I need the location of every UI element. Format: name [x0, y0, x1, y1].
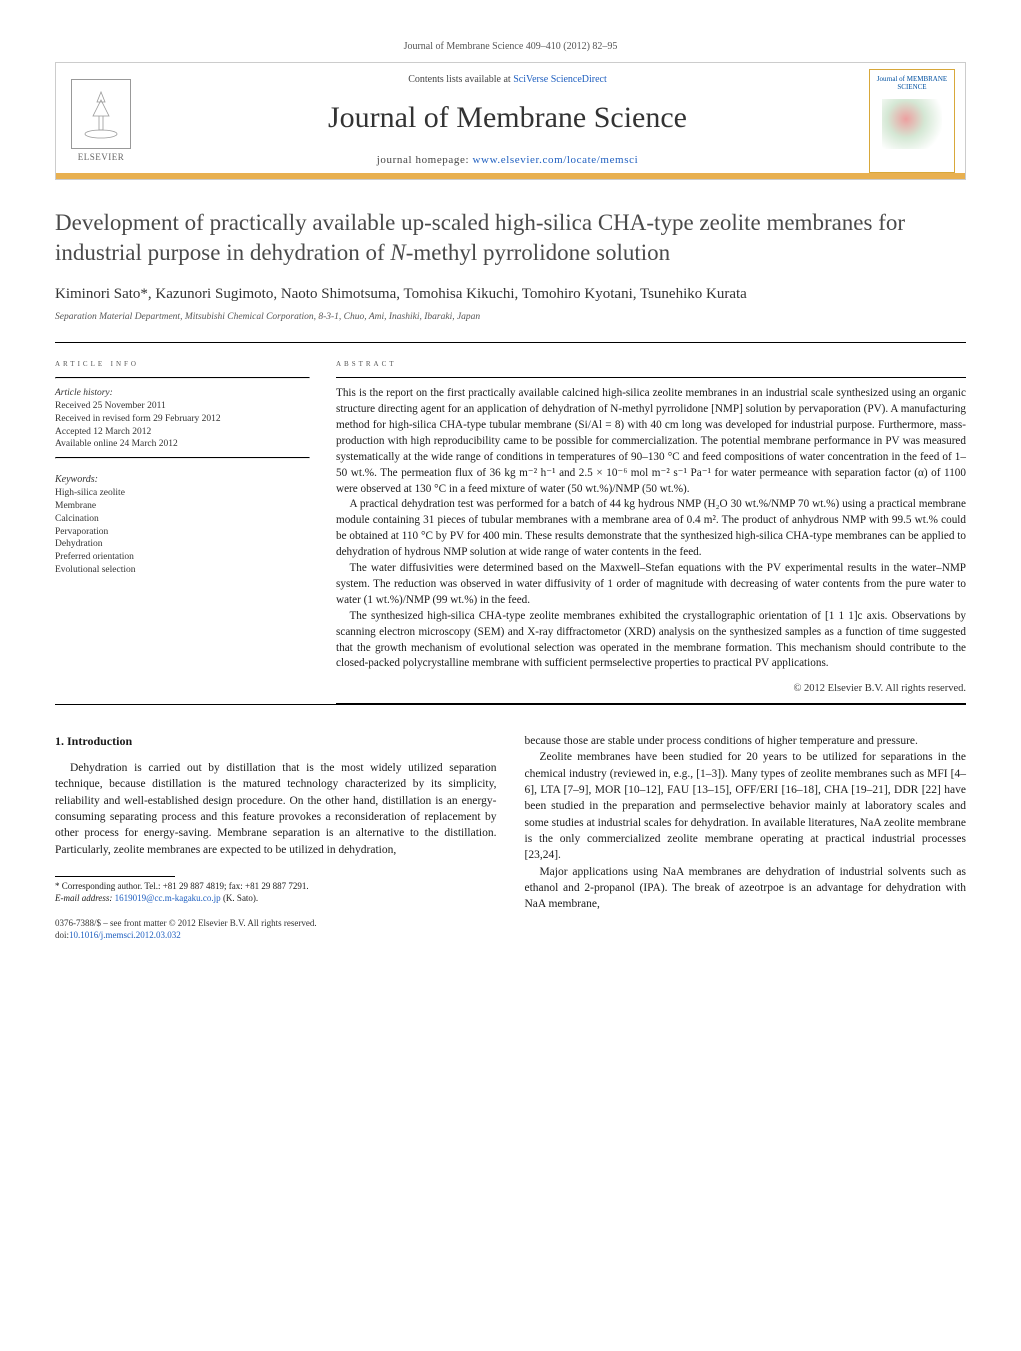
header-accent-bar — [56, 173, 965, 179]
homepage-link[interactable]: www.elsevier.com/locate/memsci — [472, 154, 638, 166]
footnote-rule — [55, 876, 175, 877]
keyword-item: Membrane — [55, 500, 310, 513]
doi-line: doi:10.1016/j.memsci.2012.03.032 — [55, 930, 497, 942]
corr-email-line: E-mail address: 1619019@cc.m-kagaku.co.j… — [55, 893, 497, 905]
keywords-list: High-silica zeolite Membrane Calcination… — [55, 487, 310, 577]
body-paragraph: because those are stable under process c… — [525, 733, 967, 749]
history-item: Accepted 12 March 2012 — [55, 426, 310, 439]
abstract-column: abstract This is the report on the first… — [336, 353, 966, 704]
footer-block: 0376-7388/$ – see front matter © 2012 El… — [55, 918, 497, 941]
article-info-heading: article info — [55, 353, 310, 371]
history-item: Received in revised form 29 February 201… — [55, 413, 310, 426]
journal-homepage-line: journal homepage: www.elsevier.com/locat… — [146, 153, 869, 168]
title-italic-N: N — [390, 240, 405, 265]
keyword-item: Evolutional selection — [55, 564, 310, 577]
section-heading-intro: 1. Introduction — [55, 733, 497, 750]
abstract-paragraph: This is the report on the first practica… — [336, 386, 966, 497]
homepage-prefix: journal homepage: — [377, 154, 473, 166]
corr-email-link[interactable]: 1619019@cc.m-kagaku.co.jp — [115, 893, 221, 903]
keyword-item: Preferred orientation — [55, 551, 310, 564]
abstract-paragraph: The water diffusivities were determined … — [336, 561, 966, 609]
journal-cover-thumbnail: Journal of MEMBRANE SCIENCE — [869, 69, 955, 173]
publisher-logo: ELSEVIER — [56, 73, 146, 170]
header-center: Contents lists available at SciVerse Sci… — [146, 65, 869, 176]
history-item: Received 25 November 2011 — [55, 400, 310, 413]
email-tail: (K. Sato). — [221, 893, 259, 903]
cover-thumb-title: Journal of MEMBRANE SCIENCE — [870, 76, 954, 91]
journal-title: Journal of Membrane Science — [146, 97, 869, 139]
body-two-column: 1. Introduction Dehydration is carried o… — [55, 733, 966, 942]
abstract-text-block: This is the report on the first practica… — [336, 386, 966, 672]
keyword-item: High-silica zeolite — [55, 487, 310, 500]
journal-reference-line: Journal of Membrane Science 409–410 (201… — [55, 40, 966, 54]
body-paragraph: Zeolite membranes have been studied for … — [525, 749, 967, 863]
sciencedirect-link[interactable]: SciVerse ScienceDirect — [513, 74, 607, 85]
history-label: Article history: — [55, 387, 310, 400]
journal-header-box: ELSEVIER Contents lists available at Sci… — [55, 62, 966, 180]
keyword-item: Pervaporation — [55, 526, 310, 539]
abstract-paragraph: The synthesized high-silica CHA-type zeo… — [336, 609, 966, 673]
doi-link[interactable]: 10.1016/j.memsci.2012.03.032 — [69, 930, 181, 940]
body-paragraph: Dehydration is carried out by distillati… — [55, 760, 497, 858]
title-post: -methyl pyrrolidone solution — [406, 240, 670, 265]
article-title: Development of practically available up-… — [55, 208, 966, 268]
publisher-word: ELSEVIER — [78, 151, 125, 164]
contents-lists-line: Contents lists available at SciVerse Sci… — [146, 73, 869, 87]
contents-prefix: Contents lists available at — [408, 74, 513, 85]
info-abstract-row: article info Article history: Received 2… — [55, 353, 966, 704]
doi-prefix: doi: — [55, 930, 69, 940]
abstract-copyright: © 2012 Elsevier B.V. All rights reserved… — [336, 682, 966, 697]
thin-rule — [55, 377, 310, 379]
front-matter-line: 0376-7388/$ – see front matter © 2012 El… — [55, 918, 497, 930]
corresponding-author-footnote: * Corresponding author. Tel.: +81 29 887… — [55, 881, 497, 904]
email-label: E-mail address: — [55, 893, 115, 903]
body-left-column: 1. Introduction Dehydration is carried o… — [55, 733, 497, 942]
elsevier-tree-icon — [71, 79, 131, 149]
body-paragraph: Major applications using NaA membranes a… — [525, 864, 967, 913]
thin-rule — [336, 377, 966, 378]
thin-rule — [55, 457, 310, 459]
article-history-block: Article history: Received 25 November 20… — [55, 387, 310, 451]
horizontal-rule — [55, 342, 966, 343]
affiliation-line: Separation Material Department, Mitsubis… — [55, 311, 966, 324]
keyword-item: Dehydration — [55, 538, 310, 551]
keyword-item: Calcination — [55, 513, 310, 526]
corr-author-line: * Corresponding author. Tel.: +81 29 887… — [55, 881, 497, 893]
abstract-paragraph: A practical dehydration test was perform… — [336, 497, 966, 561]
history-item: Available online 24 March 2012 — [55, 438, 310, 451]
thin-rule — [336, 703, 966, 704]
abstract-heading: abstract — [336, 353, 966, 371]
keywords-label: Keywords: — [55, 473, 310, 487]
horizontal-rule — [55, 704, 966, 705]
article-info-column: article info Article history: Received 2… — [55, 353, 310, 704]
body-right-column: because those are stable under process c… — [525, 733, 967, 942]
cover-thumb-art — [882, 99, 942, 149]
authors-line: Kiminori Sato*, Kazunori Sugimoto, Naoto… — [55, 284, 966, 305]
